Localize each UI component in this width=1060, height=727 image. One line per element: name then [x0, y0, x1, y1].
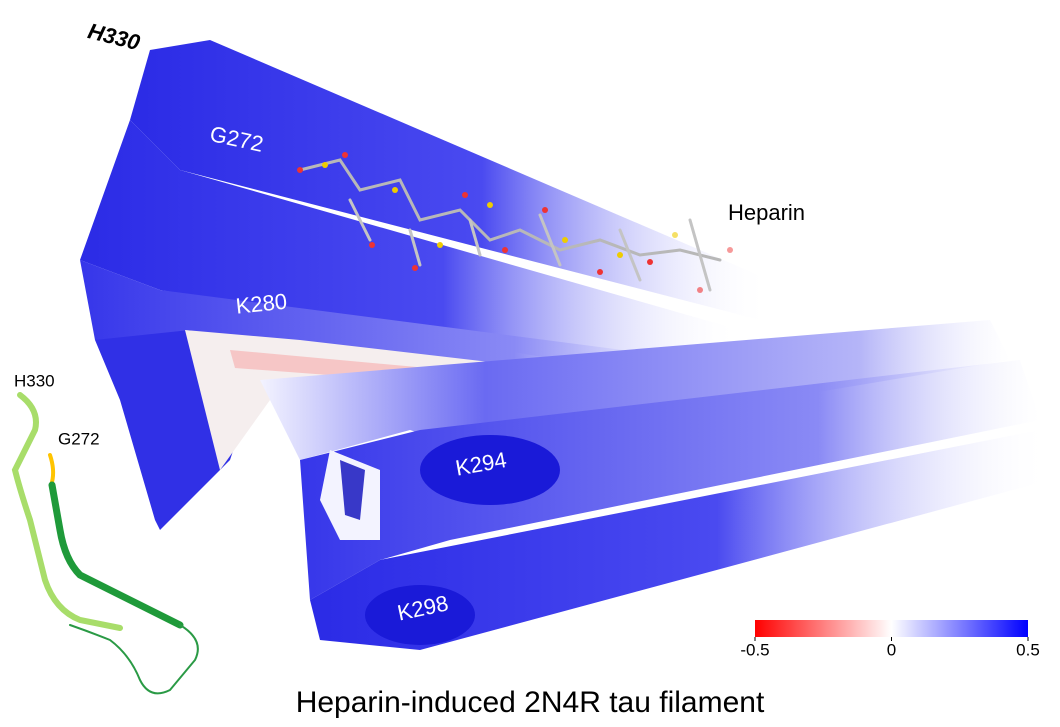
- inset-label: G272: [58, 429, 100, 448]
- inset-label: H330: [14, 371, 55, 390]
- heparin-label: Heparin: [728, 200, 805, 225]
- figure-title: Heparin-induced 2N4R tau filament: [296, 686, 765, 719]
- residue-label: K280: [235, 289, 289, 319]
- figure: H330 G272 K280 K294 K298 Heparin H330 G2…: [0, 0, 1060, 727]
- colorbar: [755, 620, 1028, 637]
- colorbar-tick-label: -0.5: [740, 640, 769, 659]
- colorbar-tick-label: 0.5: [1016, 640, 1040, 659]
- colorbar-tick-label: 0: [887, 640, 896, 659]
- residue-label: H330: [85, 18, 143, 55]
- colorbar-ticks: -0.5 0 0.5: [740, 637, 1039, 659]
